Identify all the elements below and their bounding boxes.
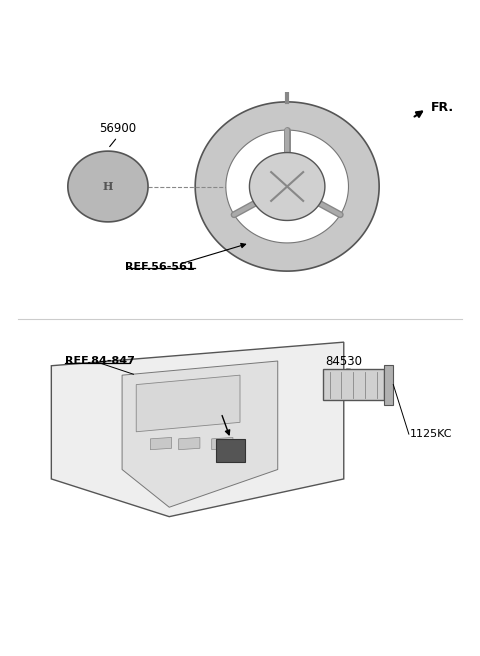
Text: H: H <box>103 181 113 192</box>
Text: REF.56-561: REF.56-561 <box>125 262 194 272</box>
Polygon shape <box>122 361 278 507</box>
Polygon shape <box>136 375 240 432</box>
Bar <box>323 369 384 400</box>
Polygon shape <box>179 438 200 450</box>
Text: 84530: 84530 <box>325 355 362 368</box>
Polygon shape <box>250 153 325 220</box>
Polygon shape <box>68 151 148 222</box>
Bar <box>216 439 245 462</box>
Polygon shape <box>51 342 344 517</box>
Polygon shape <box>127 177 141 196</box>
Text: 1125KC: 1125KC <box>410 429 452 439</box>
Polygon shape <box>384 365 393 405</box>
Polygon shape <box>150 438 172 450</box>
Polygon shape <box>195 102 379 271</box>
Polygon shape <box>212 438 233 450</box>
Text: FR.: FR. <box>431 101 454 113</box>
Polygon shape <box>226 130 348 243</box>
Text: 56900: 56900 <box>99 121 136 134</box>
Text: REF.84-847: REF.84-847 <box>65 356 135 366</box>
